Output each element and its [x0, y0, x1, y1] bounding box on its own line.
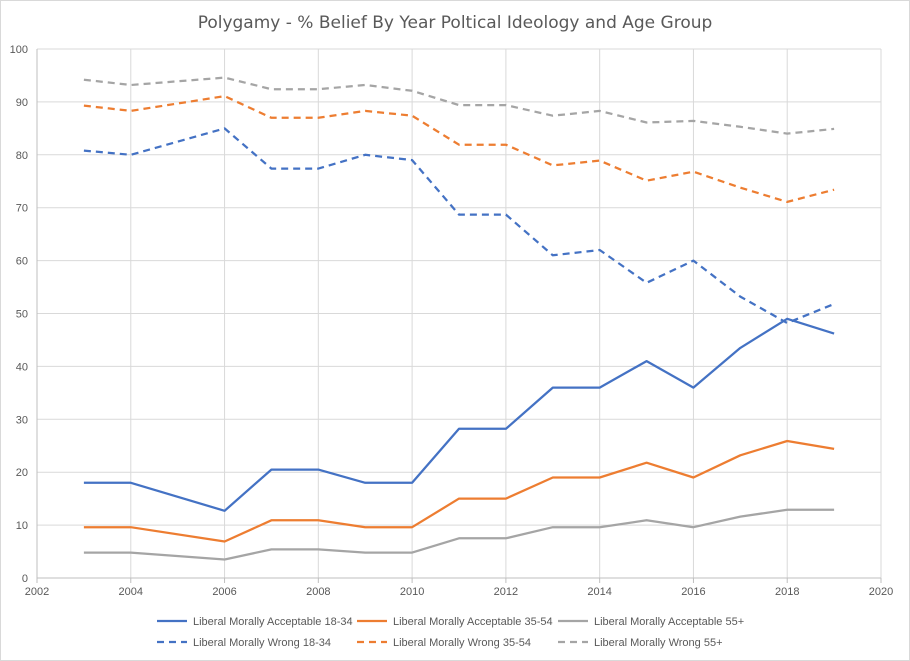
legend-label-liberal-morally-acceptable-35-54: Liberal Morally Acceptable 35-54 [393, 616, 553, 628]
y-tick-label: 0 [22, 573, 28, 585]
y-tick-label: 50 [16, 309, 28, 321]
x-tick-label: 2014 [587, 586, 611, 598]
legend-label-liberal-morally-wrong-35-54: Liberal Morally Wrong 35-54 [393, 637, 531, 649]
y-tick-label: 90 [16, 97, 28, 109]
x-tick-label: 2006 [212, 586, 236, 598]
y-tick-label: 100 [10, 44, 28, 56]
x-tick-label: 2018 [775, 586, 799, 598]
x-tick-label: 2002 [25, 586, 49, 598]
series-line-liberal-morally-acceptable-18-34 [83, 317, 835, 512]
y-tick-label: 20 [16, 467, 28, 479]
y-tick-label: 60 [16, 256, 28, 268]
x-tick-label: 2010 [400, 586, 424, 598]
y-tick-label: 10 [16, 520, 28, 532]
legend-label-liberal-morally-wrong-55plus: Liberal Morally Wrong 55+ [594, 637, 723, 649]
legend-label-liberal-morally-acceptable-55plus: Liberal Morally Acceptable 55+ [594, 616, 744, 628]
legend-label-liberal-morally-wrong-18-34: Liberal Morally Wrong 18-34 [193, 637, 331, 649]
series-lines [83, 76, 835, 561]
y-tick-label: 30 [16, 414, 28, 426]
x-axis-ticks: 2002 2004 2006 2008 2010 2012 2014 2016 2018 2020 [25, 578, 893, 598]
series-line-liberal-morally-acceptable-35-54 [83, 439, 835, 543]
x-tick-label: 2008 [306, 586, 330, 598]
series-line-liberal-morally-wrong-55plus [83, 76, 835, 135]
y-tick-label: 70 [16, 203, 28, 215]
legend: Liberal Morally Acceptable 18-34 Liberal … [157, 616, 744, 649]
x-tick-label: 2004 [119, 586, 143, 598]
y-axis-ticks: 0 10 20 30 40 50 60 70 80 90 100 [10, 44, 28, 585]
legend-label-liberal-morally-acceptable-18-34: Liberal Morally Acceptable 18-34 [193, 616, 353, 628]
series-line-liberal-morally-wrong-18-34 [83, 127, 835, 325]
gridlines [37, 48, 882, 578]
series-line-liberal-morally-acceptable-55plus [83, 508, 835, 561]
x-tick-label: 2020 [869, 586, 893, 598]
y-tick-label: 40 [16, 361, 28, 373]
x-tick-label: 2012 [494, 586, 518, 598]
chart-title: Polygamy - % Belief By Year Poltical Ide… [198, 13, 713, 33]
series-line-liberal-morally-wrong-35-54 [83, 94, 835, 204]
y-tick-label: 80 [16, 150, 28, 162]
x-tick-label: 2016 [681, 586, 705, 598]
axes [36, 49, 881, 579]
